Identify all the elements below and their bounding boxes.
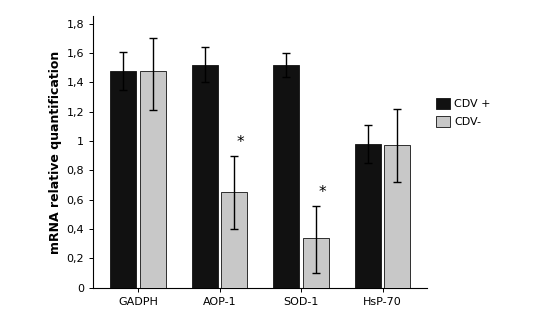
Bar (273, 65, 299, 288)
Legend: CDV +, CDV-: CDV +, CDV- (436, 98, 490, 128)
Text: *: * (318, 185, 326, 200)
Bar (221, 192, 247, 288)
Bar (140, 71, 165, 288)
Text: *: * (237, 135, 244, 150)
Bar (384, 146, 410, 288)
Bar (355, 144, 381, 288)
Bar (192, 65, 218, 288)
Y-axis label: mRNA relative quantification: mRNA relative quantification (49, 50, 62, 254)
Bar (110, 71, 136, 288)
Bar (302, 238, 329, 288)
